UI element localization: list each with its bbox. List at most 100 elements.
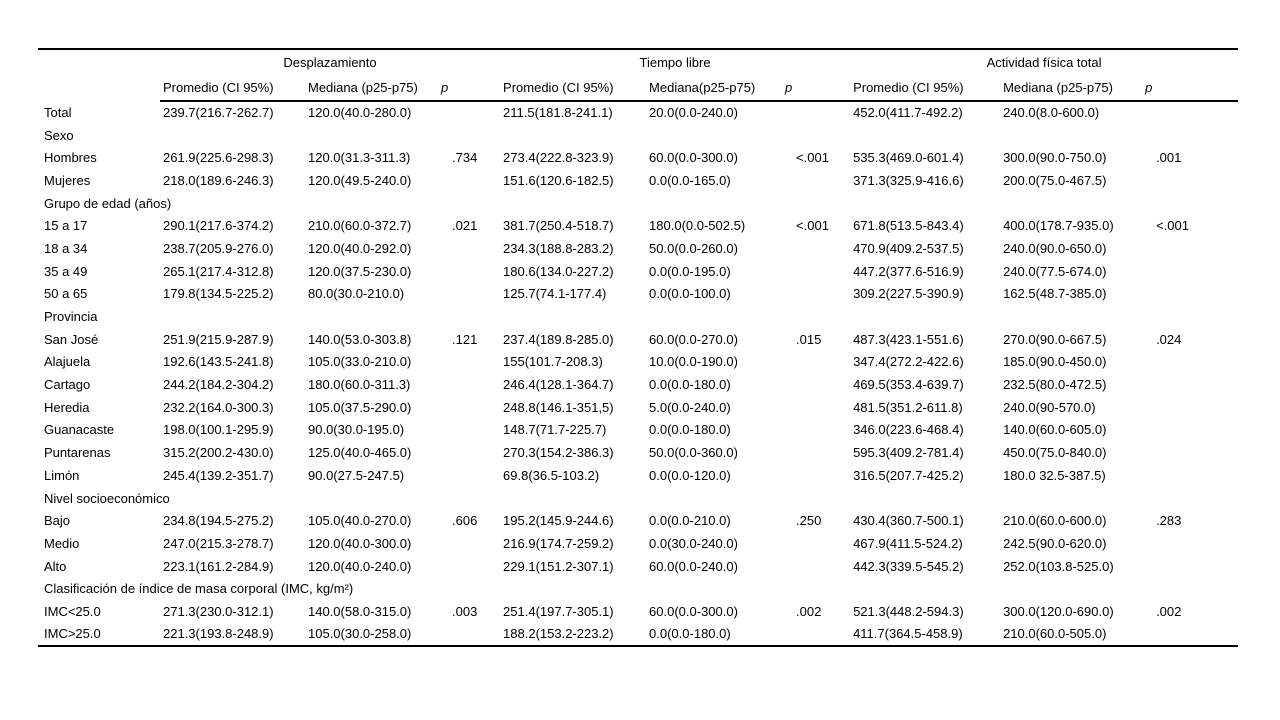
table-cell xyxy=(1142,441,1238,464)
table-cell: 120.0(40.0-292.0) xyxy=(308,240,412,256)
table-cell: 229.1(151.2-307.1) xyxy=(503,558,614,574)
table-cell: 270.3(154.2-386.3) xyxy=(503,445,614,461)
table-cell xyxy=(1142,283,1238,306)
column-header-mediana-tiempo-libre: Mediana(p25-p75) xyxy=(646,74,783,102)
table-cell xyxy=(782,283,850,306)
table-cell: 467.9(411.5-524.2) xyxy=(853,535,963,551)
table-cell: 105.0(30.0-258.0) xyxy=(308,626,412,642)
table-cell xyxy=(1142,464,1238,487)
table-cell: 447.2(377.6-516.9) xyxy=(853,263,964,279)
table-cell: 198.0(100.1-295.9) xyxy=(163,422,274,438)
table-cell: 180.6(134.0-227.2) xyxy=(503,263,614,279)
table-cell xyxy=(438,623,500,646)
table-cell: .001 xyxy=(1156,150,1182,166)
table-cell: .606 xyxy=(452,513,478,529)
row-label: San José xyxy=(44,331,99,347)
table-cell: 261.9(225.6-298.3) xyxy=(163,150,274,166)
table-cell xyxy=(1142,169,1238,192)
table-row: Heredia 232.2(164.0-300.3) 105.0(37.5-290.… xyxy=(38,396,1238,419)
table-row: Medio 247.0(215.3-278.7) 120.0(40.0-300.0)… xyxy=(38,532,1238,555)
column-header-promedio-actividad-total: Promedio (CI 95%) xyxy=(850,74,1001,102)
table-row: Alajuela 192.6(143.5-241.8) 105.0(33.0-210… xyxy=(38,351,1238,374)
table-cell xyxy=(438,283,500,306)
table-cell: 240.0(77.5-674.0) xyxy=(1003,263,1107,279)
table-cell xyxy=(1142,532,1238,555)
table-cell: 240.0(90.0-650.0) xyxy=(1003,240,1107,256)
row-label: Hombres xyxy=(44,150,97,166)
row-label: Cartago xyxy=(44,377,91,393)
table-cell: 200.0(75.0-467.5) xyxy=(1003,172,1107,188)
section-label: Grupo de edad (años) xyxy=(44,195,172,211)
table-cell: 140.0(60.0-605.0) xyxy=(1003,422,1107,438)
table-cell: 0.0(0.0-180.0) xyxy=(649,377,731,393)
table-cell: 238.7(205.9-276.0) xyxy=(163,240,274,256)
table-cell: .002 xyxy=(796,603,822,619)
table-cell: .250 xyxy=(796,513,822,529)
table-cell xyxy=(438,441,500,464)
table-cell: <.001 xyxy=(796,150,829,166)
section-label: Clasificación de índice de masa corporal… xyxy=(44,581,354,597)
table-cell: 140.0(58.0-315.0) xyxy=(308,603,412,619)
table-cell xyxy=(1142,260,1238,283)
table-cell xyxy=(1142,623,1238,646)
table-cell xyxy=(1142,396,1238,419)
table-cell: 671.8(513.5-843.4) xyxy=(853,218,964,234)
table-cell: 521.3(448.2-594.3) xyxy=(853,603,964,619)
table-cell: 60.0(0.0-240.0) xyxy=(649,558,738,574)
table-cell xyxy=(782,419,850,442)
table-cell: 232.5(80.0-472.5) xyxy=(1003,377,1107,393)
table-cell xyxy=(438,351,500,374)
table-cell xyxy=(438,532,500,555)
table-cell: 20.0(0.0-240.0) xyxy=(649,105,738,121)
table-cell: 60.0(0.0-300.0) xyxy=(649,603,738,619)
table-cell: 210.0(60.0-600.0) xyxy=(1003,513,1107,529)
table-cell: 60.0(0.0-300.0) xyxy=(649,150,738,166)
table-row: Cartago 244.2(184.2-304.2) 180.0(60.0-311.… xyxy=(38,373,1238,396)
table-cell: 347.4(272.2-422.6) xyxy=(853,354,964,370)
table-cell: 180.0(60.0-311.3) xyxy=(308,377,411,393)
table-row: IMC<25.0 271.3(230.0-312.1) 140.0(58.0-315… xyxy=(38,600,1238,623)
table-cell: 192.6(143.5-241.8) xyxy=(163,354,274,370)
table-cell: .121 xyxy=(452,331,478,347)
table-row: San José 251.9(215.9-287.9) 140.0(53.0-303… xyxy=(38,328,1238,351)
table-cell: 90.0(27.5-247.5) xyxy=(308,467,405,483)
row-label: 35 a 49 xyxy=(44,263,88,279)
table-cell: .002 xyxy=(1156,603,1182,619)
table-row: IMC>25.0 221.3(193.8-248.9) 105.0(30.0-258… xyxy=(38,623,1238,646)
table-cell: 411.7(364.5-458.9) xyxy=(853,626,963,642)
table-cell: 270.0(90.0-667.5) xyxy=(1003,331,1107,347)
row-label: Total xyxy=(44,104,72,120)
table-cell: 105.0(40.0-270.0) xyxy=(308,513,412,529)
row-label: IMC<25.0 xyxy=(44,603,101,619)
table-cell: .021 xyxy=(452,218,478,234)
table-cell: 239.7(216.7-262.7) xyxy=(163,105,274,121)
table-cell: 218.0(189.6-246.3) xyxy=(163,172,274,188)
row-label: Alto xyxy=(44,558,67,574)
table-cell: 595.3(409.2-781.4) xyxy=(853,445,964,461)
table-cell: 185.0(90.0-450.0) xyxy=(1003,354,1107,370)
table-cell xyxy=(1142,373,1238,396)
table-cell: 60.0(0.0-270.0) xyxy=(649,331,738,347)
table-row: Mujeres 218.0(189.6-246.3) 120.0(49.5-240.… xyxy=(38,169,1238,192)
table-cell xyxy=(438,237,500,260)
table-cell: 221.3(193.8-248.9) xyxy=(163,626,274,642)
row-label-header xyxy=(38,74,160,101)
group-header-desplazamiento: Desplazamiento xyxy=(283,54,377,70)
table-cell: 0.0(30.0-240.0) xyxy=(649,535,738,551)
column-header-p-desplazamiento: p xyxy=(438,74,501,102)
table-header: Desplazamiento Tiempo libre Actividad fí… xyxy=(38,49,1239,102)
column-header-promedio-desplazamiento: Promedio (CI 95%) xyxy=(160,74,305,102)
table-cell: 188.2(153.2-223.2) xyxy=(503,626,614,642)
table-cell: 105.0(33.0-210.0) xyxy=(308,354,412,370)
table-cell: 148.7(71.7-225.7) xyxy=(503,422,607,438)
table-cell: 216.9(174.7-259.2) xyxy=(503,535,614,551)
table-cell: 0.0(0.0-180.0) xyxy=(649,626,731,642)
table-row: 15 a 17 290.1(217.6-374.2) 210.0(60.0-372.… xyxy=(38,214,1238,237)
table-body: Total 239.7(216.7-262.7) 120.0(40.0-280.0)… xyxy=(38,101,1238,646)
table-cell: .734 xyxy=(452,150,478,166)
table-cell: 0.0(0.0-210.0) xyxy=(649,513,731,529)
table-cell xyxy=(438,260,500,283)
table-cell: <.001 xyxy=(796,218,829,234)
table-row: 18 a 34 238.7(205.9-276.0) 120.0(40.0-292.… xyxy=(38,237,1238,260)
row-label: Limón xyxy=(44,467,80,483)
